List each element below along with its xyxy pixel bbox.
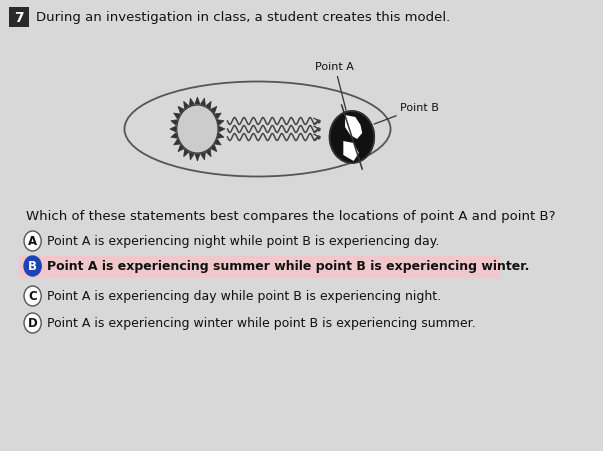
- Polygon shape: [170, 127, 176, 133]
- Text: Point A is experiencing summer while point B is experiencing winter.: Point A is experiencing summer while poi…: [47, 260, 529, 273]
- Polygon shape: [345, 116, 362, 140]
- Polygon shape: [189, 153, 194, 161]
- Polygon shape: [178, 107, 184, 114]
- Polygon shape: [184, 150, 189, 157]
- Circle shape: [330, 112, 374, 164]
- Circle shape: [24, 231, 41, 252]
- Polygon shape: [200, 99, 206, 106]
- FancyBboxPatch shape: [19, 257, 499, 278]
- Text: Which of these statements best compares the locations of point A and point B?: Which of these statements best compares …: [26, 210, 555, 222]
- Circle shape: [24, 286, 41, 306]
- Polygon shape: [200, 153, 206, 161]
- FancyBboxPatch shape: [8, 8, 29, 28]
- Polygon shape: [210, 145, 217, 152]
- Text: B: B: [28, 260, 37, 273]
- Text: A: A: [28, 235, 37, 248]
- Polygon shape: [219, 127, 225, 133]
- Text: 7: 7: [14, 11, 24, 25]
- Text: Point A is experiencing winter while point B is experiencing summer.: Point A is experiencing winter while poi…: [47, 317, 476, 330]
- Polygon shape: [184, 102, 189, 110]
- Polygon shape: [215, 139, 221, 146]
- Text: D: D: [28, 317, 37, 330]
- Circle shape: [330, 112, 374, 164]
- Polygon shape: [171, 133, 177, 139]
- Polygon shape: [343, 142, 359, 161]
- Text: Point B: Point B: [374, 103, 439, 125]
- Polygon shape: [206, 150, 211, 157]
- Text: Point A is experiencing day while point B is experiencing night.: Point A is experiencing day while point …: [47, 290, 441, 303]
- Polygon shape: [217, 120, 224, 126]
- Polygon shape: [215, 114, 221, 120]
- Polygon shape: [178, 145, 184, 152]
- Polygon shape: [174, 139, 180, 146]
- Polygon shape: [210, 107, 217, 114]
- Circle shape: [24, 257, 41, 276]
- Text: During an investigation in class, a student creates this model.: During an investigation in class, a stud…: [36, 11, 450, 24]
- Circle shape: [177, 106, 218, 154]
- Polygon shape: [206, 102, 211, 110]
- Polygon shape: [195, 98, 200, 105]
- Polygon shape: [217, 133, 224, 139]
- Text: C: C: [28, 290, 37, 303]
- Text: Point A is experiencing night while point B is experiencing day.: Point A is experiencing night while poin…: [47, 235, 440, 248]
- Polygon shape: [171, 120, 177, 126]
- Polygon shape: [174, 114, 180, 120]
- Polygon shape: [189, 99, 194, 106]
- Circle shape: [24, 313, 41, 333]
- Polygon shape: [195, 155, 200, 161]
- Text: Point A: Point A: [315, 62, 354, 111]
